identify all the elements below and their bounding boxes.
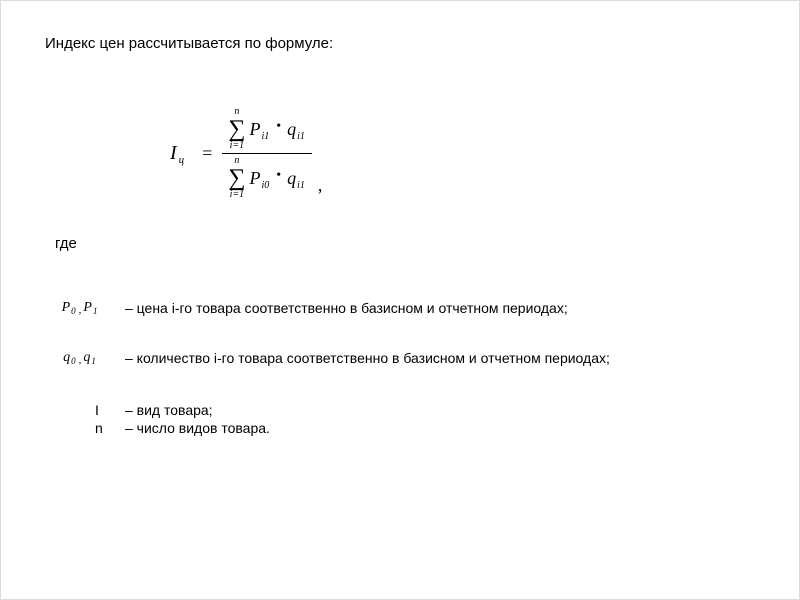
den-p-sub: i0 — [261, 180, 269, 191]
num-p-letter: P — [249, 119, 260, 140]
i-symbol: I — [95, 402, 125, 418]
lhs-sub: ц — [179, 154, 185, 166]
den-term-p: P i0 — [249, 168, 270, 189]
numerator: n ∑ i=1 P i1 • q i1 — [222, 105, 312, 153]
lhs-letter: I — [170, 142, 177, 165]
denominator: n ∑ i=1 P i0 • q i1 — [222, 154, 312, 202]
last-defs: I – вид товара; n – число видов товара. — [95, 400, 270, 438]
num-term-q: q i1 — [287, 119, 306, 140]
q1-sub: 1 — [91, 356, 96, 366]
equals-sign: = — [202, 143, 212, 164]
p-def-text: – цена i-го товара соответственно в бази… — [125, 300, 568, 316]
den-p-letter: P — [249, 168, 260, 189]
formula-row: I ц = n ∑ i=1 P i1 • q — [170, 105, 430, 202]
trailing-comma: , — [318, 175, 323, 196]
num-q-sub: i1 — [297, 131, 305, 142]
i-def-text: – вид товара; — [125, 402, 213, 418]
where-label: где — [55, 235, 77, 252]
q-symbols: q 0 , q 1 — [45, 350, 115, 366]
def-row-i: I – вид товара; — [95, 402, 270, 418]
fraction: n ∑ i=1 P i1 • q i1 — [222, 105, 312, 202]
q-def-text: – количество i-го товара соответственно … — [125, 350, 610, 366]
p0-sub: 0 — [71, 306, 76, 316]
num-p-sub: i1 — [261, 131, 269, 142]
lower-limit: i=1 — [230, 141, 245, 151]
sigma-icon: ∑ — [228, 166, 245, 190]
num-q-letter: q — [287, 119, 296, 140]
sigma-icon: ∑ — [228, 117, 245, 141]
formula-lhs: I ц — [170, 142, 184, 165]
sum-bottom: n ∑ i=1 — [228, 156, 245, 200]
p1-sub: 1 — [93, 306, 98, 316]
den-q-sub: i1 — [297, 180, 305, 191]
sum-top: n ∑ i=1 — [228, 107, 245, 151]
num-term-p: P i1 — [249, 119, 270, 140]
p-symbols: P 0 , P 1 — [45, 300, 115, 316]
n-symbol: n — [95, 420, 125, 436]
p0-letter: P — [62, 300, 71, 316]
den-q-letter: q — [287, 168, 296, 189]
title-text: Индекс цен рассчитывается по формуле: — [45, 35, 755, 52]
dot-icon: • — [276, 168, 281, 184]
formula: I ц = n ∑ i=1 P i1 • q — [170, 105, 430, 202]
den-term-q: q i1 — [287, 168, 306, 189]
def-row-q: q 0 , q 1 – количество i-го товара соотв… — [45, 350, 610, 366]
dot-icon: • — [276, 119, 281, 135]
q0-sub: 0 — [71, 356, 76, 366]
slide: Индекс цен рассчитывается по формуле: I … — [0, 0, 800, 600]
lower-limit-2: i=1 — [230, 190, 245, 200]
def-row-p: P 0 , P 1 – цена i-го товара соответстве… — [45, 300, 568, 316]
q0-letter: q — [63, 350, 70, 366]
p1-letter: P — [83, 300, 92, 316]
q1-letter: q — [83, 350, 90, 366]
def-row-n: n – число видов товара. — [95, 420, 270, 436]
sym-comma: , — [79, 304, 82, 316]
n-def-text: – число видов товара. — [125, 420, 270, 436]
sym-comma: , — [79, 354, 82, 366]
